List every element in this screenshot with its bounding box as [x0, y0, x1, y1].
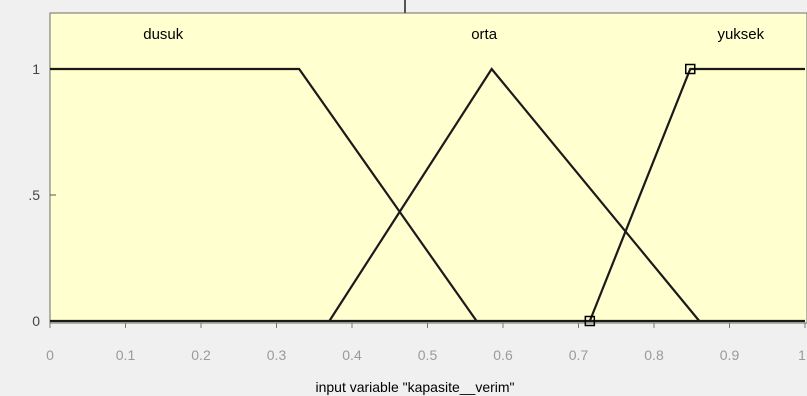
- membership-functions: [50, 63, 805, 327]
- mf-orta-label: orta: [471, 26, 498, 43]
- x-tick-label: 0.7: [569, 347, 589, 363]
- x-tick-label: 0.9: [720, 347, 740, 363]
- x-tick-label: 0.6: [493, 347, 513, 363]
- x-tick-label: 0.8: [644, 347, 664, 363]
- x-tick-label: 0.5: [418, 347, 438, 363]
- x-axis-label: input variable "kapasite__verim": [315, 379, 514, 395]
- mf-yuksek-line[interactable]: [588, 67, 805, 322]
- mf-yuksek-label: yuksek: [717, 26, 764, 43]
- mf-labels: dusuk orta yuksek: [143, 26, 764, 43]
- mf-dusuk-line[interactable]: [50, 67, 478, 322]
- mf-yuksek-vertex-marker[interactable]: [584, 315, 596, 327]
- y-tick-label: 1: [32, 61, 40, 77]
- y-tick-label: 0: [32, 313, 40, 329]
- y-tick-label: .5: [28, 187, 40, 203]
- x-tick-label: 0.3: [267, 347, 287, 363]
- mf-yuksek-vertex-marker[interactable]: [684, 63, 696, 75]
- x-tick-label: 0.2: [191, 347, 211, 363]
- x-tick-label: 0.4: [342, 347, 362, 363]
- x-axis: 0 0.1 0.2 0.3 0.4 0.5 0.6 0.7 0.8 0.9 1: [46, 323, 806, 363]
- mf-dusuk-label: dusuk: [143, 26, 184, 43]
- x-tick-label: 0.1: [116, 347, 136, 363]
- mf-orta-line[interactable]: [328, 67, 701, 322]
- x-tick-label: 0: [46, 347, 54, 363]
- x-tick-label: 1: [798, 347, 806, 363]
